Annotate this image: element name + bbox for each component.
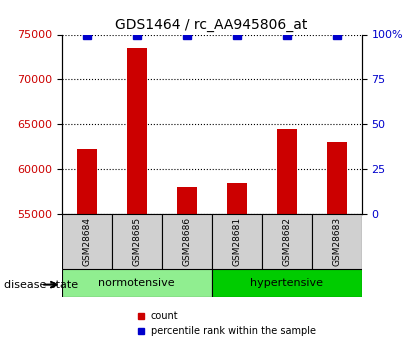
Bar <box>127 48 147 214</box>
Text: GSM28681: GSM28681 <box>232 217 241 266</box>
Text: GSM28686: GSM28686 <box>182 217 191 266</box>
Legend: count, percentile rank within the sample: count, percentile rank within the sample <box>132 307 320 340</box>
Title: GDS1464 / rc_AA945806_at: GDS1464 / rc_AA945806_at <box>115 18 308 32</box>
FancyBboxPatch shape <box>62 214 112 269</box>
Text: GSM28684: GSM28684 <box>82 217 91 266</box>
FancyBboxPatch shape <box>262 214 312 269</box>
Bar <box>76 149 97 214</box>
FancyBboxPatch shape <box>112 214 162 269</box>
FancyBboxPatch shape <box>62 269 212 297</box>
Bar <box>327 142 347 214</box>
Text: GSM28682: GSM28682 <box>282 217 291 266</box>
FancyBboxPatch shape <box>162 214 212 269</box>
FancyBboxPatch shape <box>212 269 362 297</box>
FancyBboxPatch shape <box>312 214 362 269</box>
Bar <box>277 129 297 214</box>
Bar <box>177 187 196 214</box>
Text: hypertensive: hypertensive <box>250 278 323 288</box>
Bar <box>227 183 247 214</box>
Text: GSM28683: GSM28683 <box>332 217 341 266</box>
Text: normotensive: normotensive <box>98 278 175 288</box>
Text: GSM28685: GSM28685 <box>132 217 141 266</box>
FancyBboxPatch shape <box>212 214 262 269</box>
Text: disease state: disease state <box>4 280 78 289</box>
